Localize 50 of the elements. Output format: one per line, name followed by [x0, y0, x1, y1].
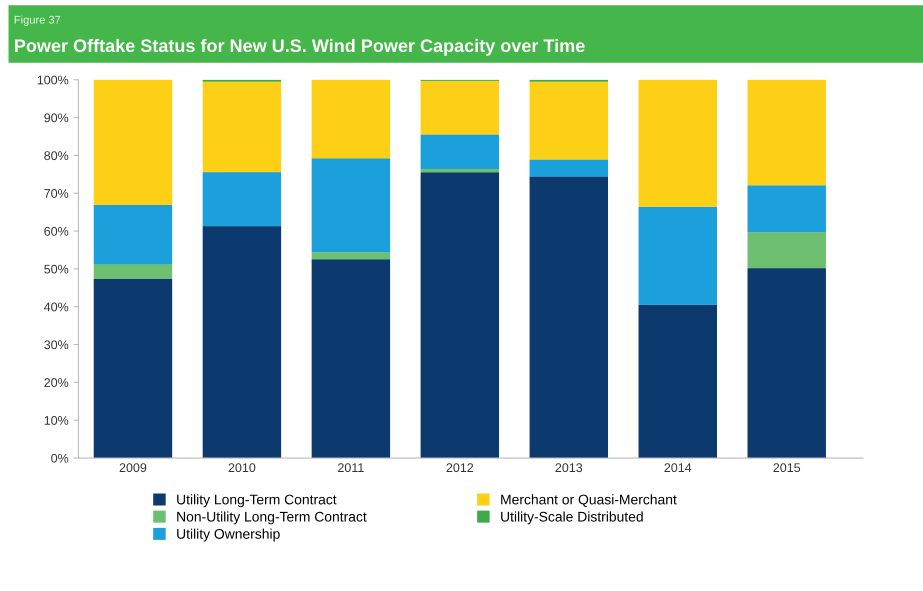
bar: [638, 206, 717, 305]
bar: [638, 80, 717, 207]
bar: [312, 252, 390, 260]
chart-title: Power Offtake Status for New U.S. Wind Power Capacity over Time: [15, 38, 585, 56]
bar: [94, 204, 172, 264]
bar: [312, 158, 390, 252]
bar: [202, 226, 282, 458]
x-tick-label: 2010: [228, 463, 256, 472]
y-tick-label: 60%: [44, 226, 68, 236]
y-tick-label: 90%: [44, 113, 68, 122]
bar: [530, 176, 608, 458]
legend-label: Merchant or Quasi-Merchant: [501, 494, 677, 507]
legend-label: Utility-Scale Distributed: [501, 511, 643, 524]
bar: [94, 80, 172, 205]
bar: [94, 264, 172, 279]
y-tick-label: 10%: [44, 416, 68, 425]
y-tick-label: 0%: [51, 454, 68, 463]
bar: [420, 80, 500, 135]
bar: [748, 232, 826, 268]
bar: [202, 172, 282, 226]
y-tick-label: 50%: [44, 264, 68, 274]
bar: [420, 172, 500, 458]
x-tick-label: 2013: [556, 463, 582, 472]
y-tick-label: 100%: [38, 76, 68, 84]
y-tick-label: 20%: [44, 378, 68, 388]
x-tick-label: 2014: [664, 463, 692, 472]
bar: [312, 80, 390, 158]
bar: [530, 82, 608, 160]
x-tick-label: 2009: [120, 463, 146, 472]
bar: [530, 160, 608, 177]
bar: [420, 134, 500, 170]
legend-label: Non-Utility Long-Term Contract: [177, 511, 367, 524]
bar: [202, 82, 282, 172]
x-tick-label: 2015: [773, 463, 800, 472]
bar: [312, 259, 390, 458]
bar: [748, 185, 826, 232]
bar: [638, 304, 717, 458]
bar: [748, 80, 826, 186]
bar: [748, 268, 826, 458]
caption: Figure 37: [14, 16, 60, 26]
bar: [94, 278, 172, 458]
y-tick-label: 80%: [44, 151, 68, 160]
y-tick-label: 70%: [44, 189, 68, 198]
y-tick-label: 30%: [44, 340, 68, 350]
x-tick-label: 2011: [338, 463, 364, 472]
y-tick-label: 40%: [44, 302, 68, 312]
x-tick-label: 2012: [446, 463, 474, 472]
legend-label: Utility Long-Term Contract: [177, 494, 337, 508]
bar: [420, 169, 500, 172]
legend-label: Utility Ownership: [177, 528, 280, 542]
